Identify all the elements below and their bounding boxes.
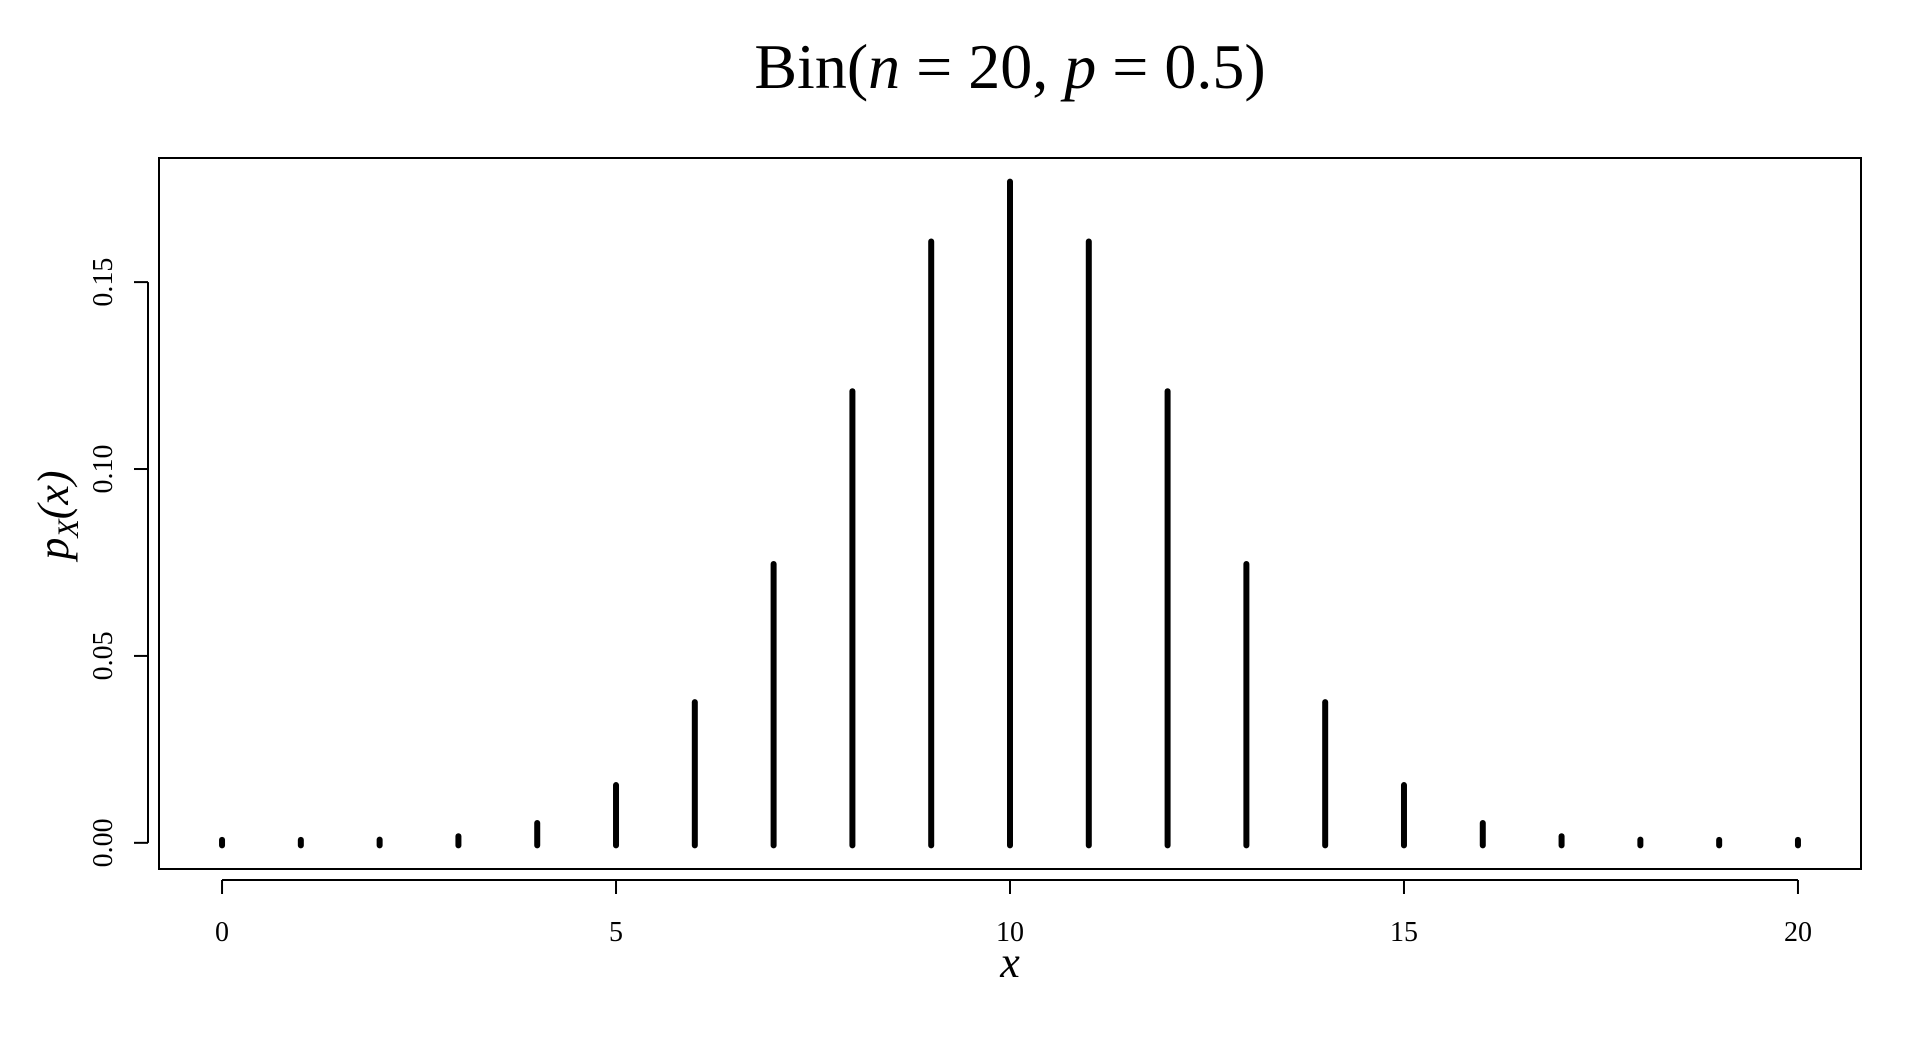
plot-frame: [158, 157, 1862, 870]
chart-title-var-p: p: [1060, 31, 1096, 102]
chart-title-mid-2: = 0.5): [1096, 31, 1265, 102]
x-tick-label-10: 10: [996, 917, 1024, 948]
y-tick-label-2: 0.10: [88, 445, 119, 494]
chart-title-mid-1: = 20,: [900, 31, 1064, 102]
y-tick-label-0: 0.00: [88, 818, 119, 867]
bars-group: [219, 178, 1801, 849]
y-axis-label: pX(x): [29, 470, 85, 562]
x-tick-label-20: 20: [1784, 917, 1812, 948]
y-tick-label-1: 0.05: [88, 631, 119, 680]
chart-title-prefix: Bin(: [754, 31, 868, 102]
x-tick-label-15: 15: [1390, 917, 1418, 948]
y-axis: 0.00 0.05 0.10 0.15: [88, 258, 149, 867]
y-axis-label-rest: (x): [29, 470, 78, 519]
y-axis-label-base: p: [29, 538, 78, 563]
chart-title: Bin(n = 20, p = 0.5): [754, 31, 1265, 102]
x-tick-label-5: 5: [609, 917, 623, 948]
chart-title-var-n: n: [868, 31, 900, 102]
x-tick-label-0: 0: [215, 917, 229, 948]
x-axis: 0 5 10 15 20: [215, 879, 1812, 948]
x-axis-label: x: [999, 938, 1020, 987]
y-tick-label-3: 0.15: [88, 258, 119, 307]
y-axis-label-sub: X: [52, 518, 85, 539]
